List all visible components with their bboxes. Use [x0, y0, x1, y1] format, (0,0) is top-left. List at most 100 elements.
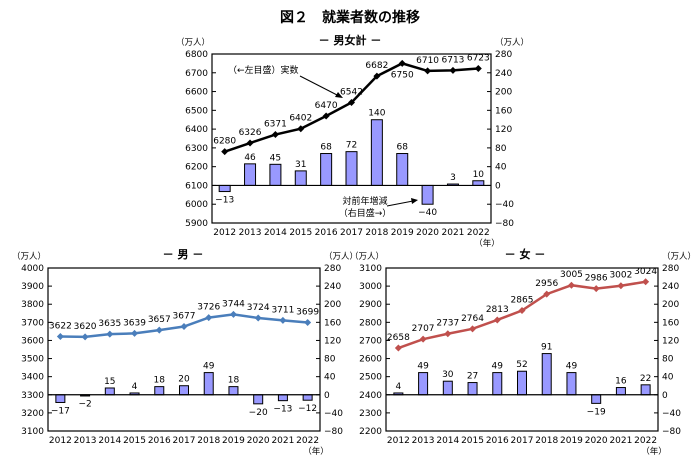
bar-value-label: 68 [320, 143, 332, 153]
right-tick-label: 80 [495, 144, 507, 154]
bar-value-label: −2 [78, 400, 91, 410]
left-axis-unit: （万人） [350, 251, 384, 262]
right-tick-label: 200 [662, 300, 679, 310]
right-tick-label: 120 [662, 336, 679, 346]
left-tick-label: 6100 [185, 181, 208, 191]
bar [179, 385, 189, 396]
bar [294, 170, 307, 186]
x-tick-label: 2020 [416, 228, 439, 238]
x-axis-unit: （年） [641, 446, 667, 457]
line-point [419, 335, 427, 343]
line-point [56, 332, 64, 340]
right-tick-label: 200 [495, 88, 512, 98]
line-value-label: 2956 [535, 279, 558, 289]
x-tick-label: 2015 [289, 228, 312, 238]
line-value-label: 2986 [585, 274, 608, 284]
x-tick-label: 2013 [412, 436, 435, 446]
bar-value-label: −40 [418, 208, 437, 218]
bar [244, 163, 257, 186]
left-axis-unit: （万人） [12, 251, 46, 262]
bar-value-label: 72 [346, 141, 357, 151]
bar [467, 382, 478, 396]
bar [277, 394, 288, 402]
line-value-label: 3005 [560, 270, 583, 280]
line-point [567, 281, 575, 289]
right-tick-label: 240 [324, 282, 341, 292]
line-point [518, 307, 526, 315]
left-tick-label: 3300 [21, 391, 44, 401]
left-tick-label: 3400 [21, 373, 44, 383]
x-axis-unit: （年） [474, 238, 500, 249]
line-value-label: 6280 [213, 137, 236, 147]
bar-value-label: 18 [154, 376, 166, 386]
x-tick-label: 2016 [148, 436, 171, 446]
left-tick-label: 2900 [359, 300, 382, 310]
line-value-label: 3726 [197, 303, 220, 313]
line-point [394, 344, 402, 352]
bar-value-label: −12 [298, 404, 317, 414]
bar [104, 387, 115, 396]
left-tick-label: 3000 [359, 282, 382, 292]
left-tick-label: 3900 [21, 282, 44, 292]
line-value-label: 3744 [222, 299, 245, 309]
bar-value-label: 52 [516, 360, 527, 370]
bar [517, 370, 527, 396]
bar-value-label: 4 [395, 382, 401, 392]
x-tick-label: 2021 [442, 228, 465, 238]
left-tick-label: 2800 [359, 318, 382, 328]
line-value-label: 6470 [315, 101, 338, 111]
bar [154, 386, 165, 396]
right-tick-label: 240 [495, 69, 512, 79]
right-tick-label: 160 [495, 106, 512, 116]
right-tick-label: −40 [495, 200, 514, 210]
right-tick-label: 40 [495, 163, 507, 173]
bar-value-label: 27 [467, 372, 478, 382]
left-tick-label: 3500 [21, 355, 44, 365]
line-point [543, 290, 551, 298]
x-tick-label: 2012 [387, 436, 410, 446]
bar [203, 372, 214, 396]
x-tick-label: 2014 [98, 436, 121, 446]
line-point [642, 278, 650, 286]
right-tick-label: −40 [662, 409, 681, 419]
bar-value-label: −13 [273, 405, 292, 415]
bar [55, 394, 66, 403]
chart-subtitle: － 女 － [505, 247, 546, 261]
left-tick-label: 6500 [185, 106, 208, 116]
bar [253, 394, 264, 405]
x-tick-label: 2020 [247, 436, 270, 446]
line-value-label: 6542 [340, 87, 363, 97]
right-tick-label: 120 [324, 336, 341, 346]
line-value-label: 6710 [416, 56, 439, 66]
left-tick-label: 2700 [359, 336, 382, 346]
right-tick-label: 0 [662, 391, 668, 401]
line-value-label: 6371 [264, 120, 287, 130]
line-point [81, 333, 89, 341]
chart-subtitle: － 男女計 － [319, 33, 382, 47]
x-tick-label: 2019 [391, 228, 414, 238]
bar [541, 353, 552, 396]
bar-value-label: 140 [368, 109, 385, 119]
line-value-label: 3677 [173, 311, 196, 321]
x-tick-label: 2013 [239, 228, 262, 238]
chart-subtitle: － 男 － [163, 248, 204, 261]
line-point [155, 326, 163, 334]
right-tick-label: 40 [324, 373, 336, 383]
line-point [297, 125, 305, 133]
line-point [398, 59, 406, 67]
bar-value-label: 16 [615, 377, 627, 387]
line-point [617, 282, 625, 290]
left-tick-label: 4000 [21, 264, 44, 274]
line-point [424, 67, 432, 75]
x-tick-label: 2022 [634, 436, 657, 446]
right-tick-label: 80 [324, 355, 336, 365]
x-tick-label: 2017 [340, 228, 363, 238]
chart-2: － 男 － （万人） （万人） 3100 3200 3300 3400 3500 3600 370… [12, 248, 358, 457]
arrow-head-icon [335, 92, 343, 98]
line-point [373, 72, 381, 80]
line-value-label: 2737 [436, 319, 459, 329]
bar [640, 384, 651, 396]
bar [320, 153, 333, 186]
x-tick-label: 2022 [467, 228, 490, 238]
